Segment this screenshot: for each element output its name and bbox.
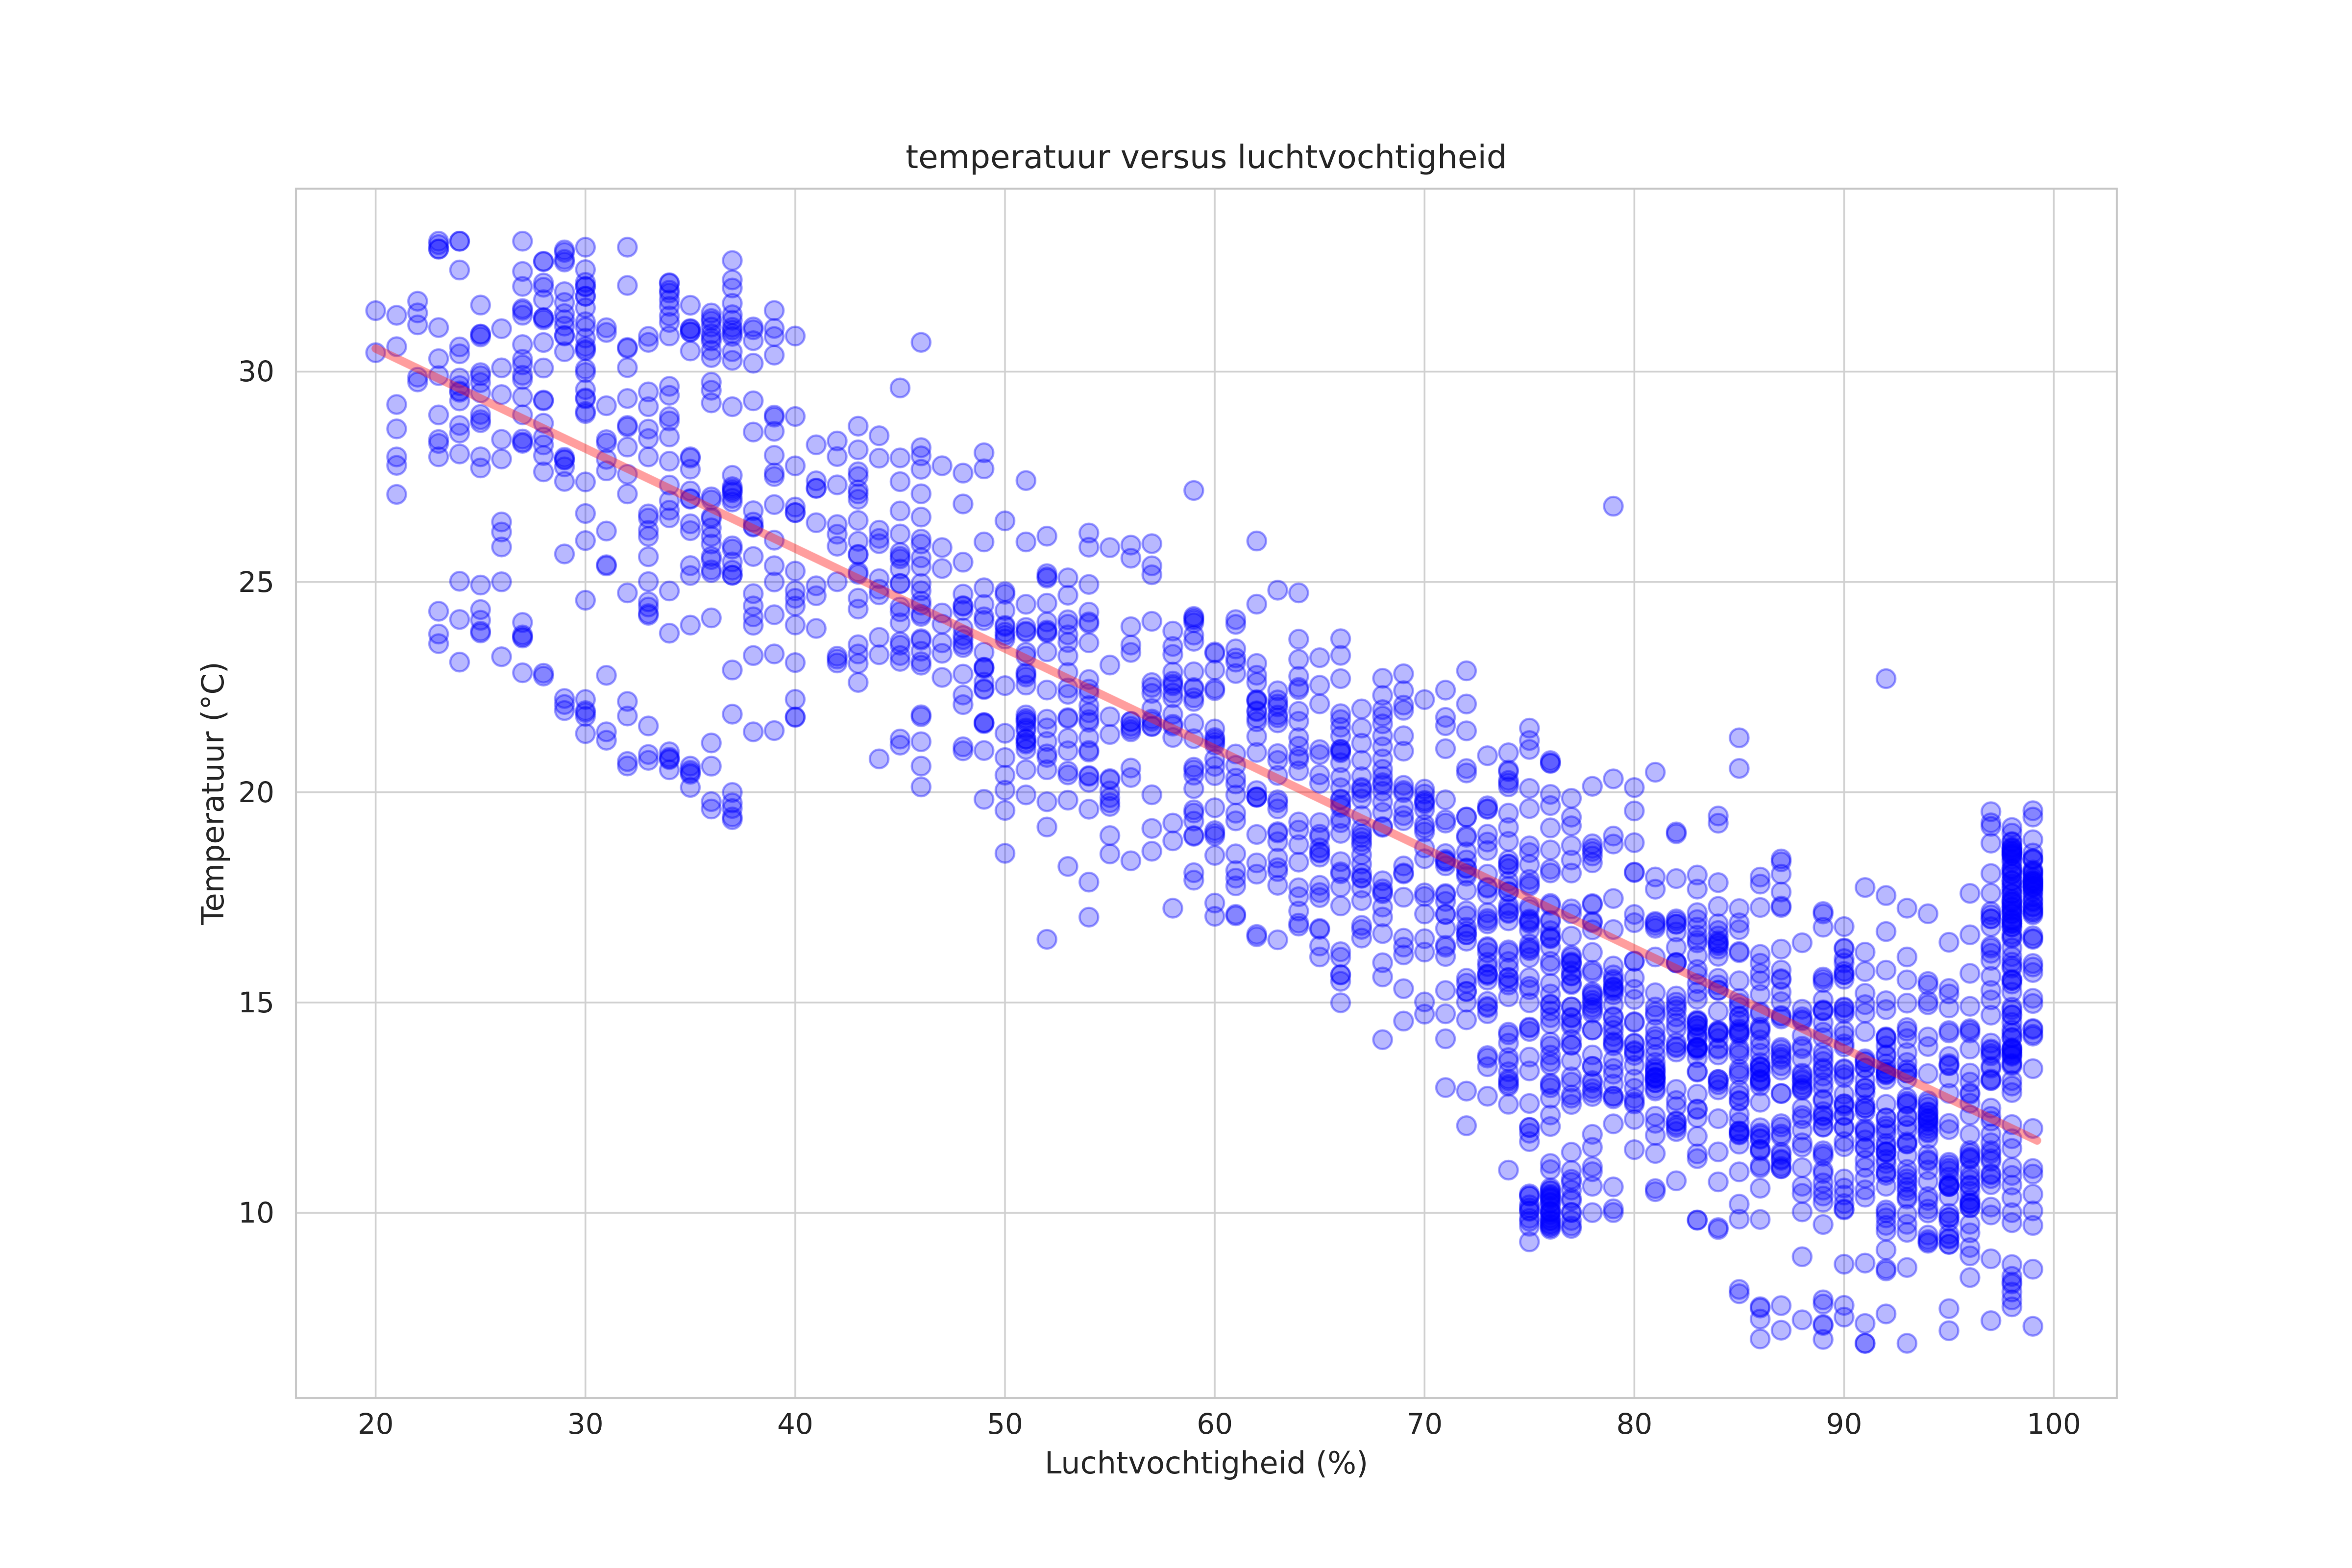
y-axis-label: Temperatuur (°C) xyxy=(195,662,231,925)
chart-title: temperatuur versus luchtvochtigheid xyxy=(906,138,1507,176)
x-axis-label: Luchtvochtigheid (%) xyxy=(1044,1445,1369,1481)
